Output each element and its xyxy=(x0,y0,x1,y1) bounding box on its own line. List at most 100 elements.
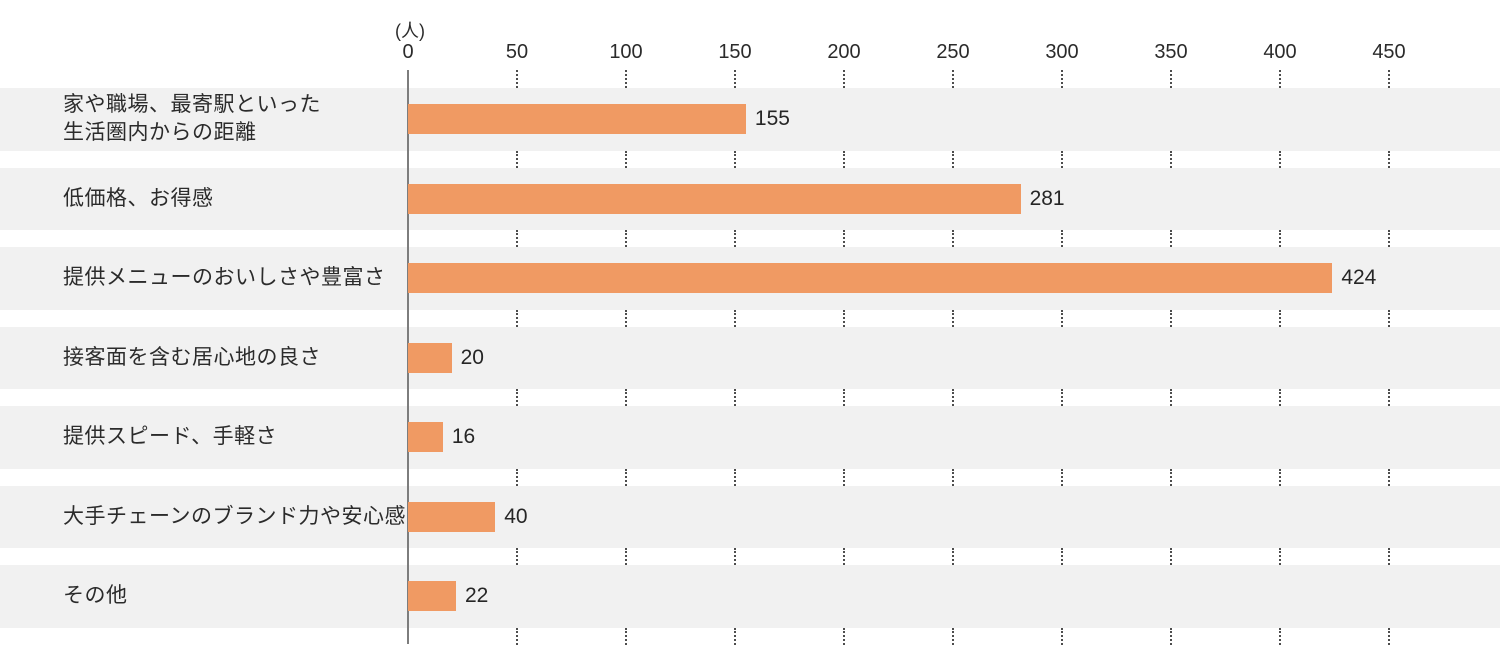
grid-line xyxy=(625,548,627,565)
value-label: 424 xyxy=(1341,266,1377,290)
x-axis-tick-label: 200 xyxy=(827,41,861,63)
category-label: その他 xyxy=(63,584,128,608)
grid-line xyxy=(843,627,845,645)
bar xyxy=(408,422,443,453)
grid-line xyxy=(516,230,518,247)
grid-line xyxy=(952,389,954,406)
grid-line xyxy=(1388,70,1390,88)
grid-line xyxy=(843,309,845,327)
axis-unit-label: (人) xyxy=(395,21,425,41)
grid-line xyxy=(1170,627,1172,645)
grid-line xyxy=(1388,468,1390,486)
grid-line xyxy=(1279,627,1281,645)
grid-line xyxy=(516,150,518,168)
grid-line xyxy=(1388,230,1390,247)
grid-line xyxy=(952,70,954,88)
grid-line xyxy=(625,150,627,168)
grid-line xyxy=(1279,70,1281,88)
bar xyxy=(408,263,1333,294)
row-band: 提供スピード、手軽さ xyxy=(0,406,1500,469)
grid-line xyxy=(1279,150,1281,168)
grid-line xyxy=(843,389,845,406)
bar xyxy=(408,501,496,532)
grid-line xyxy=(1279,230,1281,247)
x-axis-tick-label: 250 xyxy=(936,41,970,63)
grid-line xyxy=(1170,70,1172,88)
grid-line xyxy=(843,548,845,565)
row-band: 接客面を含む居心地の良さ xyxy=(0,326,1500,389)
bar xyxy=(408,342,452,373)
x-axis-tick-label: 150 xyxy=(718,41,752,63)
grid-line xyxy=(1388,150,1390,168)
grid-line xyxy=(516,548,518,565)
grid-line xyxy=(1061,468,1063,486)
grid-line xyxy=(952,230,954,247)
grid-line xyxy=(843,468,845,486)
grid-line xyxy=(734,70,736,88)
x-axis-tick-label: 300 xyxy=(1045,41,1079,63)
grid-line xyxy=(952,548,954,565)
grid-line xyxy=(1279,548,1281,565)
x-axis-tick-label: 400 xyxy=(1263,41,1297,63)
category-label: 提供スピード、手軽さ xyxy=(63,425,278,449)
grid-line xyxy=(516,70,518,88)
grid-line xyxy=(734,309,736,327)
grid-line xyxy=(1388,548,1390,565)
bar xyxy=(408,104,746,135)
grid-line xyxy=(1061,627,1063,645)
grid-line xyxy=(1388,389,1390,406)
grid-line xyxy=(843,230,845,247)
bar xyxy=(408,581,456,612)
grid-line xyxy=(516,468,518,486)
grid-line xyxy=(1279,309,1281,327)
grid-line xyxy=(734,150,736,168)
grid-line xyxy=(516,309,518,327)
grid-line xyxy=(734,627,736,645)
grid-line xyxy=(1061,309,1063,327)
grid-line xyxy=(625,309,627,327)
grid-line xyxy=(1279,468,1281,486)
grid-line xyxy=(1061,548,1063,565)
grid-line xyxy=(625,230,627,247)
grid-line xyxy=(625,70,627,88)
row-band: その他 xyxy=(0,565,1500,628)
x-axis-tick-label: 100 xyxy=(609,41,643,63)
grid-line xyxy=(625,389,627,406)
grid-line xyxy=(952,150,954,168)
value-label: 22 xyxy=(464,584,489,608)
grid-line xyxy=(952,627,954,645)
grid-line xyxy=(1170,309,1172,327)
grid-line xyxy=(1170,468,1172,486)
value-label: 281 xyxy=(1029,186,1065,210)
row-band: 家や職場、最寄駅といった 生活圏内からの距離 xyxy=(0,88,1500,151)
grid-line xyxy=(952,309,954,327)
grid-line xyxy=(734,389,736,406)
grid-line xyxy=(734,468,736,486)
grid-line xyxy=(1279,389,1281,406)
grid-line xyxy=(625,468,627,486)
x-axis-tick-label: 350 xyxy=(1154,41,1188,63)
grid-line xyxy=(843,150,845,168)
value-label: 40 xyxy=(504,504,528,528)
bar xyxy=(408,183,1021,214)
category-label: 提供メニューのおいしさや豊富さ xyxy=(63,266,386,290)
row-band: 大手チェーンのブランド力や安心感 xyxy=(0,485,1500,548)
grid-line xyxy=(1170,150,1172,168)
x-axis-tick-label: 0 xyxy=(402,41,414,63)
category-label: 家や職場、最寄駅といった 生活圏内からの距離 xyxy=(63,93,321,145)
grid-line xyxy=(1061,389,1063,406)
value-label: 16 xyxy=(451,425,476,449)
grid-line xyxy=(1388,309,1390,327)
grid-line xyxy=(625,627,627,645)
grid-line xyxy=(1388,627,1390,645)
grid-line xyxy=(516,389,518,406)
grid-line xyxy=(843,70,845,88)
category-label: 接客面を含む居心地の良さ xyxy=(63,345,321,369)
x-axis-tick-label: 450 xyxy=(1372,41,1406,63)
grid-line xyxy=(1170,230,1172,247)
x-axis-tick-label: 50 xyxy=(505,41,529,63)
grid-line xyxy=(1170,389,1172,406)
value-label: 155 xyxy=(754,107,790,131)
grid-line xyxy=(1061,70,1063,88)
